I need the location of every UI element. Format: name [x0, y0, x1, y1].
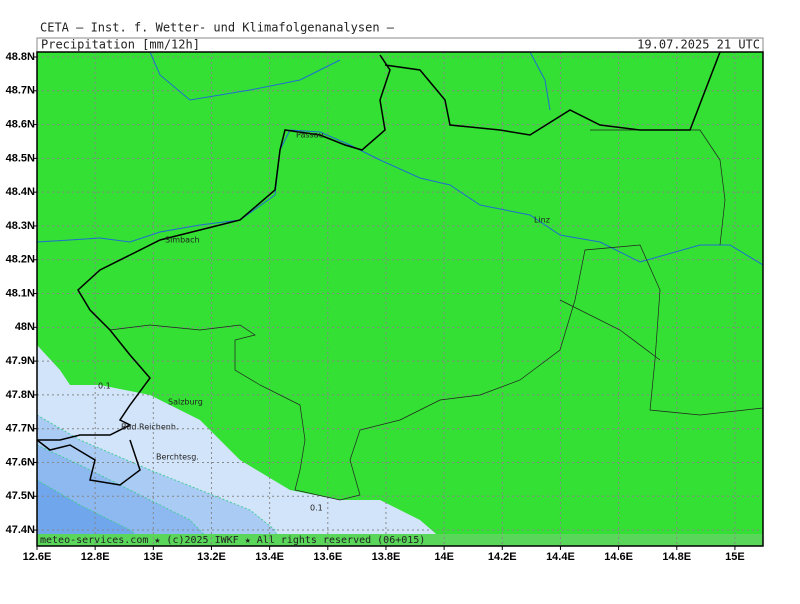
contour-label: 0.1 — [98, 382, 111, 391]
y-tick-label: 48.6N — [6, 118, 35, 130]
x-tick-label: 14.6E — [604, 551, 633, 563]
city-label: Simbach — [165, 236, 200, 245]
y-tick-label: 48.4N — [6, 186, 35, 198]
city-label: Linz — [534, 216, 550, 225]
institute: CETA — Inst. f. Wetter- und Klimafolgena… — [40, 21, 395, 35]
x-tick-label: 12.6E — [23, 551, 52, 563]
y-tick-label: 47.7N — [6, 423, 35, 435]
x-tick-label: 14.2E — [488, 551, 517, 563]
x-tick-label: 13.2E — [197, 551, 226, 563]
y-tick-label: 47.5N — [6, 490, 35, 502]
x-tick-label: 14.4E — [546, 551, 575, 563]
city-labels: Passau Simbach Linz Salzburg Bad Reichen… — [98, 131, 550, 513]
y-tick-label: 47.8N — [6, 389, 35, 401]
x-tick-label: 14E — [434, 551, 454, 563]
y-tick-label: 48N — [15, 321, 35, 333]
axes: 12.6E 12.8E 13E 13.2E 13.4E 13.6E 13.8E 14E 14.2… — [6, 51, 745, 563]
y-tick-label: 48.8N — [6, 51, 35, 63]
map-frame — [36, 51, 764, 547]
rivers — [36, 51, 764, 266]
country-borders — [36, 51, 721, 486]
map-area: Passau Simbach Linz Salzburg Bad Reichen… — [36, 51, 764, 547]
y-tick-label: 48.3N — [6, 220, 35, 232]
grid — [36, 52, 763, 546]
city-label: Bad Reichenh. — [121, 423, 178, 432]
x-tick-label: 13.6E — [313, 551, 342, 563]
x-tick-label: 13E — [144, 551, 164, 563]
y-tick-label: 47.6N — [6, 456, 35, 468]
x-tick-label: 14.8E — [662, 551, 691, 563]
contour-label: 0.1 — [310, 504, 323, 513]
y-tick-label: 48.1N — [6, 287, 35, 299]
footer: meteo-services.com ★ (c)2025 IWKF ★ All … — [40, 535, 425, 546]
map-title: Precipitation [mm/12h] — [41, 38, 200, 52]
city-label: Salzburg — [168, 398, 203, 407]
y-tick-label: 48.5N — [6, 152, 35, 164]
x-tick-label: 13.8E — [372, 551, 401, 563]
y-tick-label: 47.9N — [6, 355, 35, 367]
valid-time: 19.07.2025 21 UTC — [637, 38, 760, 52]
y-tick-label: 47.4N — [6, 524, 35, 536]
x-tick-label: 15E — [725, 551, 745, 563]
precip-zone — [36, 479, 152, 547]
regional-borders — [109, 129, 764, 501]
y-tick-label: 48.7N — [6, 85, 35, 97]
x-tick-label: 12.8E — [81, 551, 110, 563]
y-tick-label: 48.2N — [6, 254, 35, 266]
footer-strip — [37, 534, 763, 546]
city-label: Berchtesg. — [156, 453, 199, 462]
city-label: Passau — [296, 131, 324, 140]
x-tick-label: 13.4E — [255, 551, 284, 563]
